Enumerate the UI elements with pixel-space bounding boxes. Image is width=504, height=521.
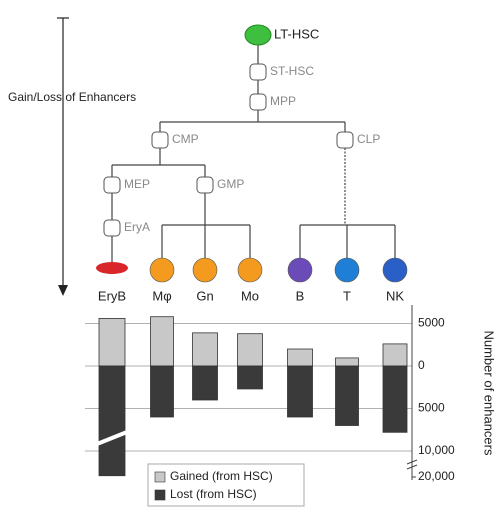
cell-label: Mo: [241, 288, 259, 303]
node-box: [196, 176, 214, 194]
node-box: [249, 93, 267, 111]
legend-swatch: [154, 489, 166, 501]
y-tick-label: 5000: [418, 401, 445, 415]
bar: [237, 333, 263, 367]
cell: [287, 257, 313, 283]
axis-break: [406, 459, 418, 470]
cell: [237, 257, 263, 283]
y-tick-label: 0: [418, 358, 425, 372]
axis-label: Gain/Loss of Enhancers: [8, 90, 136, 104]
node-label: LT-HSC: [274, 26, 319, 41]
legend-label: Lost (from HSC): [170, 487, 257, 501]
bar: [287, 365, 313, 418]
legend-box: [147, 463, 305, 507]
node-label: MEP: [124, 177, 150, 191]
node-label: CLP: [357, 132, 380, 146]
bar-break: [96, 430, 128, 446]
y-tick-label: 20,000: [418, 469, 455, 483]
node-box: [103, 219, 121, 237]
cell-label: B: [296, 288, 305, 303]
axis-arrow-head: [58, 285, 68, 296]
cell-label: EryB: [98, 288, 126, 303]
bar: [98, 317, 126, 367]
node-label: GMP: [217, 177, 244, 191]
bar: [382, 343, 408, 367]
stem-cell: [244, 24, 272, 46]
bar: [192, 365, 218, 401]
node-label: ST-HSC: [270, 64, 314, 78]
y-tick-label: 10,000: [418, 443, 455, 457]
y-tick-label: 5000: [418, 316, 445, 330]
cell-label: T: [343, 288, 351, 303]
cell: [149, 257, 175, 283]
cell: [192, 257, 218, 283]
cell-label: Mφ: [152, 288, 171, 303]
node-box: [336, 131, 354, 149]
legend-swatch: [154, 471, 166, 483]
bar: [237, 365, 263, 390]
bar: [150, 365, 174, 418]
cell: [334, 257, 360, 283]
tree-edges: [111, 42, 396, 262]
bar: [150, 316, 174, 367]
cell-label: Gn: [196, 288, 213, 303]
node-box: [151, 131, 169, 149]
bar: [287, 348, 313, 367]
node-label: MPP: [270, 94, 296, 108]
bar: [192, 332, 218, 367]
cell: [382, 257, 408, 283]
cell: [96, 262, 128, 274]
legend-label: Gained (from HSC): [170, 469, 273, 483]
node-box: [103, 176, 121, 194]
bar: [98, 365, 126, 477]
bar: [382, 365, 408, 433]
y-axis-label: Number of enhancers: [482, 330, 497, 456]
node-label: EryA: [124, 220, 150, 234]
bar: [335, 365, 359, 426]
bar: [335, 357, 359, 367]
node-box: [249, 63, 267, 81]
cell-label: NK: [386, 288, 404, 303]
node-label: CMP: [172, 132, 199, 146]
